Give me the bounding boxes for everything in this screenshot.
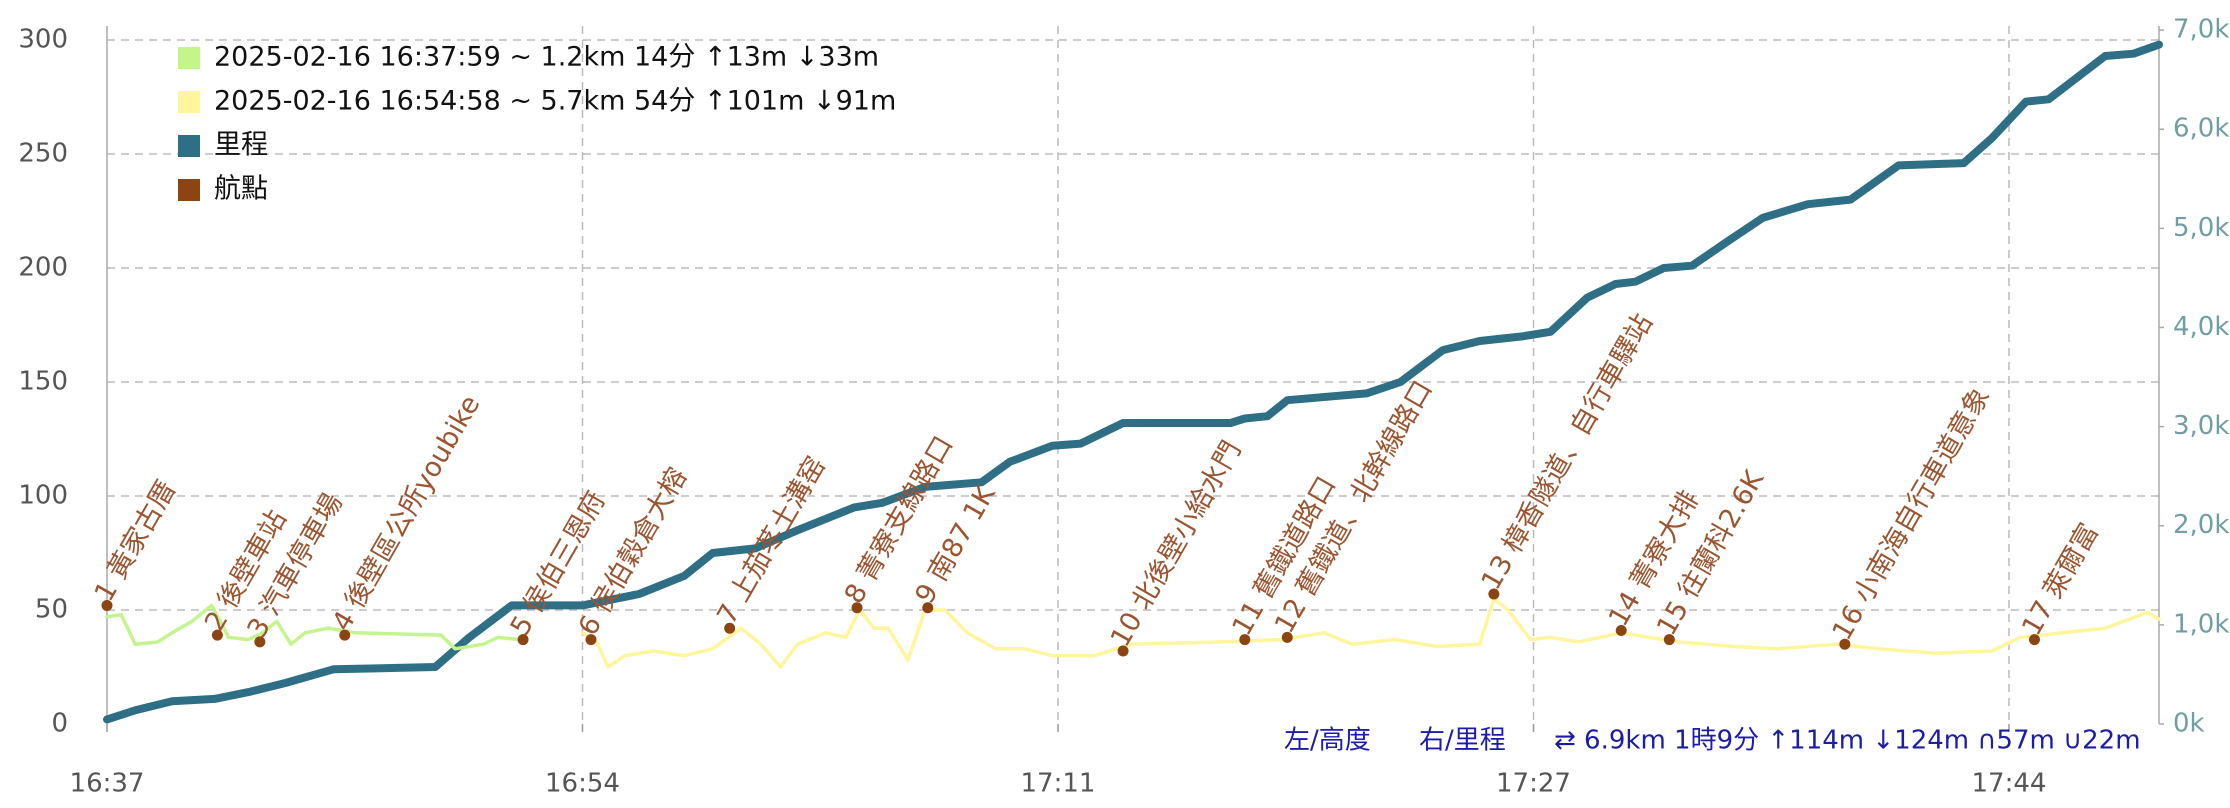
waypoint: [724, 622, 736, 634]
legend-label: 2025-02-16 16:37:59 ~ 1.2km 14分 ↑13m ↓33…: [214, 42, 879, 73]
legend-swatch: [178, 135, 200, 157]
waypoint: [339, 629, 351, 641]
y2-tick-label: 5,0k: [2173, 213, 2229, 243]
legend-label: 里程: [214, 130, 268, 161]
annotation: ⇄ 6.9km 1時9分 ↑114m ↓124m ∩57m ∪22m: [1554, 726, 2141, 756]
x-tick-label: 17:11: [1021, 769, 1096, 799]
waypoint-label: 17 萊爾富: [2016, 518, 2105, 641]
waypoint-label: 16 小南海自行車道意象: [1827, 382, 1997, 645]
y-tick-label: 100: [18, 481, 68, 511]
y-tick-label: 200: [18, 253, 68, 283]
y2-tick-label: 0k: [2173, 709, 2205, 739]
waypoint: [1281, 631, 1293, 643]
waypoint: [101, 599, 113, 611]
annotation: 右/里程: [1419, 726, 1506, 756]
x-tick-label: 16:37: [70, 769, 145, 799]
waypoint: [254, 636, 266, 648]
waypoint: [1239, 634, 1251, 646]
elevation-line: [580, 596, 2161, 669]
y-tick-label: 150: [18, 367, 68, 397]
x-tick-label: 17:27: [1496, 769, 1571, 799]
waypoint-label: 4 後壁區公所youbike: [326, 390, 486, 636]
waypoint: [1117, 645, 1129, 657]
waypoint-label: 7 上茄苳土溝窑: [711, 451, 832, 629]
y2-tick-label: 3,0k: [2173, 411, 2229, 441]
legend-swatch: [178, 179, 200, 201]
waypoint: [585, 634, 597, 646]
waypoint: [1488, 588, 1500, 600]
y-tick-label: 50: [35, 595, 68, 625]
legend-swatch: [178, 47, 200, 69]
y2-tick-label: 6,0k: [2173, 114, 2229, 144]
x-tick-label: 16:54: [545, 769, 620, 799]
waypoint: [1839, 638, 1851, 650]
legend-swatch: [178, 91, 200, 113]
legend-label: 2025-02-16 16:54:58 ~ 5.7km 54分 ↑101m ↓9…: [214, 86, 896, 117]
y2-tick-label: 4,0k: [2173, 312, 2229, 342]
legend-label: 航點: [214, 174, 268, 205]
waypoint-label: 13 樟香隧道、自行車驛站: [1476, 309, 1659, 596]
elevation-line: [105, 603, 522, 651]
y-tick-label: 250: [18, 139, 68, 169]
annotation: 左/高度: [1284, 726, 1371, 756]
waypoint: [1663, 634, 1675, 646]
waypoint-label: 10 北後壁小給水門: [1105, 436, 1248, 652]
y-tick-label: 300: [18, 25, 68, 55]
waypoint: [517, 634, 529, 646]
y2-tick-label: 1,0k: [2173, 609, 2229, 639]
y2-tick-label: 2,0k: [2173, 510, 2229, 540]
waypoint: [922, 602, 934, 614]
y-tick-label: 0: [51, 709, 68, 739]
waypoint: [211, 629, 223, 641]
distance-line: [103, 40, 2163, 724]
waypoint: [851, 602, 863, 614]
y2-tick-label: 7,0k: [2173, 15, 2229, 45]
x-tick-label: 17:44: [1972, 769, 2047, 799]
waypoint: [2028, 634, 2040, 646]
waypoint: [1615, 625, 1627, 637]
waypoint-label: 1 黃家古厝: [89, 475, 183, 606]
